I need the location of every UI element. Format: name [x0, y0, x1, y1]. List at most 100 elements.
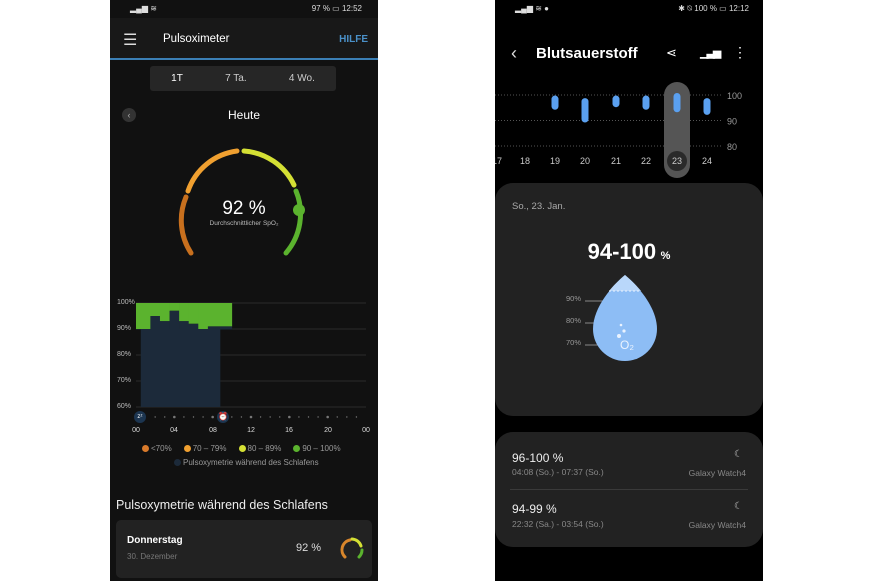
gauge-marker [293, 204, 305, 216]
legend-below-70: <70% [142, 444, 172, 453]
divider [510, 489, 748, 490]
y-tick: 90 [727, 117, 737, 127]
x-tick: 00 [362, 427, 370, 434]
sleep-fill [188, 323, 199, 330]
spo2-segment [136, 303, 151, 329]
entry-date: 30. Dezember [127, 552, 178, 561]
day-label: 22 [641, 156, 651, 166]
tab-7-days[interactable]: 7 Ta. [225, 73, 247, 84]
svg-text:O₂: O₂ [620, 338, 634, 352]
y-tick: 100 [727, 91, 742, 101]
chart-legend: <70% 70 – 79% 80 – 89% 90 – 100% [142, 444, 341, 453]
session-row[interactable]: 94-99 % 22:32 (Sa.) - 03:54 (So.) ☾ Gala… [495, 490, 763, 547]
y-tick: 60% [117, 403, 132, 410]
time-dot [211, 415, 214, 419]
signal-wifi-icon: ▂▄▆ ≋ [130, 4, 157, 13]
time-dot [355, 416, 358, 418]
y-tick: 90% [117, 325, 132, 332]
summary-card: So., 23. Jan. 94-100 % O₂ 90% 80% 70% [495, 183, 763, 416]
blood-oxygen-screen: ▂▄▆ ≋ ● ✱ ⍉ 100 % ▭ 12:12 ‹ Blutsauersto… [495, 0, 763, 581]
tab-4-weeks[interactable]: 4 Wo. [288, 73, 315, 84]
sessions-card: 96-100 % 04:08 (So.) - 07:37 (So.) ☾ Gal… [495, 432, 763, 547]
spo2-gauge [178, 148, 305, 256]
time-dot [164, 416, 166, 418]
alarm-clock-icon: ⏰ [217, 411, 229, 423]
day-label: 17 [495, 156, 502, 166]
more-options-icon[interactable]: ⋮ [733, 44, 747, 60]
average-spo2-value: 92 % [222, 198, 266, 219]
stats-icon[interactable]: ▁▃▅ [700, 47, 721, 59]
range-bar [673, 93, 681, 113]
legend-70-79: 70 – 79% [183, 444, 227, 453]
battery-icon: ▭ [719, 4, 727, 13]
time-dot [231, 416, 233, 418]
gauge-segment-70-79 [185, 148, 240, 194]
day-label: 21 [611, 156, 621, 166]
session-range: 96-100 % [512, 451, 564, 465]
time-dot [173, 415, 176, 419]
sleep-fill [150, 316, 161, 330]
x-tick: 08 [209, 427, 217, 434]
range-bar [612, 95, 620, 108]
spo2-segment [188, 303, 199, 324]
day-label: 23 [672, 156, 682, 166]
weekly-range-chart[interactable]: 100 90 80 17 18 19 20 21 22 23 24 [495, 80, 763, 180]
back-button[interactable]: ‹ [511, 43, 517, 63]
time-dot [298, 416, 300, 418]
sleep-fill [159, 321, 170, 330]
selected-day-circle [667, 151, 687, 171]
battery-icon: ▭ [332, 4, 340, 13]
tab-1-day[interactable]: 1T [171, 73, 183, 84]
sleep-fill [207, 326, 233, 330]
session-row[interactable]: 96-100 % 04:08 (So.) - 07:37 (So.) ☾ Gal… [495, 432, 763, 489]
y-tick: 100% [117, 299, 135, 306]
range-value: 94-100 % [587, 239, 671, 264]
clock: 12:12 [728, 4, 749, 13]
drop-tick: 90% [566, 294, 582, 303]
time-dot [240, 416, 243, 418]
time-dot [288, 415, 291, 419]
x-tick: 16 [285, 427, 293, 434]
average-spo2-label: Durchschnittlicher SpO₂ [209, 220, 279, 227]
previous-day-button[interactable]: ‹ [122, 108, 136, 122]
day-label: 19 [550, 156, 560, 166]
menu-icon[interactable]: ☰ [123, 32, 138, 49]
time-dot [192, 416, 195, 418]
time-dot [317, 416, 319, 418]
x-tick: 20 [324, 427, 332, 434]
page-title: Blutsauerstoff [536, 45, 638, 62]
selected-date: So., 23. Jan. [512, 201, 566, 212]
time-dot [336, 416, 338, 418]
page-title: Pulsoximeter [163, 33, 230, 45]
entry-day: Donnerstag [127, 535, 183, 546]
sleep-entry-card[interactable]: Donnerstag 30. Dezember 92 % [116, 520, 372, 578]
session-time: 04:08 (So.) - 07:37 (So.) [512, 467, 604, 477]
battery-level: 97 % [311, 4, 330, 13]
sleep-fill [169, 310, 180, 330]
time-dot [259, 416, 262, 418]
help-button[interactable]: HILFE [339, 34, 368, 45]
day-label: 20 [580, 156, 590, 166]
drop-tick: 80% [566, 316, 582, 325]
time-dot [326, 415, 329, 419]
range-bar [581, 98, 589, 123]
x-tick: 12 [247, 427, 255, 434]
sleep-fill [179, 321, 190, 330]
share-icon[interactable]: ⋖ [666, 45, 677, 60]
spo2-segment [198, 303, 209, 329]
gauge-segment-below-70 [178, 194, 194, 256]
session-time: 22:32 (Sa.) - 03:54 (So.) [512, 519, 604, 529]
range-tabs: 1T 7 Ta. 4 Wo. [150, 66, 336, 91]
mini-gauge-icon [340, 537, 364, 559]
signal-wifi-icon: ▂▄▆ ≋ ● [515, 4, 549, 13]
moon-icon: ☾ [734, 449, 743, 460]
bluetooth-mute-icon: ✱ ⍉ [678, 4, 693, 13]
battery-level: 100 % [694, 4, 717, 13]
spo2-day-chart [136, 302, 366, 419]
time-dot [269, 416, 271, 418]
app-bar: ☰ Pulsoximeter HILFE [110, 18, 378, 60]
spo2-segment [207, 303, 233, 327]
time-dot [202, 416, 204, 418]
sleep-start-icon: zᶻ [134, 411, 146, 423]
range-bar [642, 95, 650, 110]
